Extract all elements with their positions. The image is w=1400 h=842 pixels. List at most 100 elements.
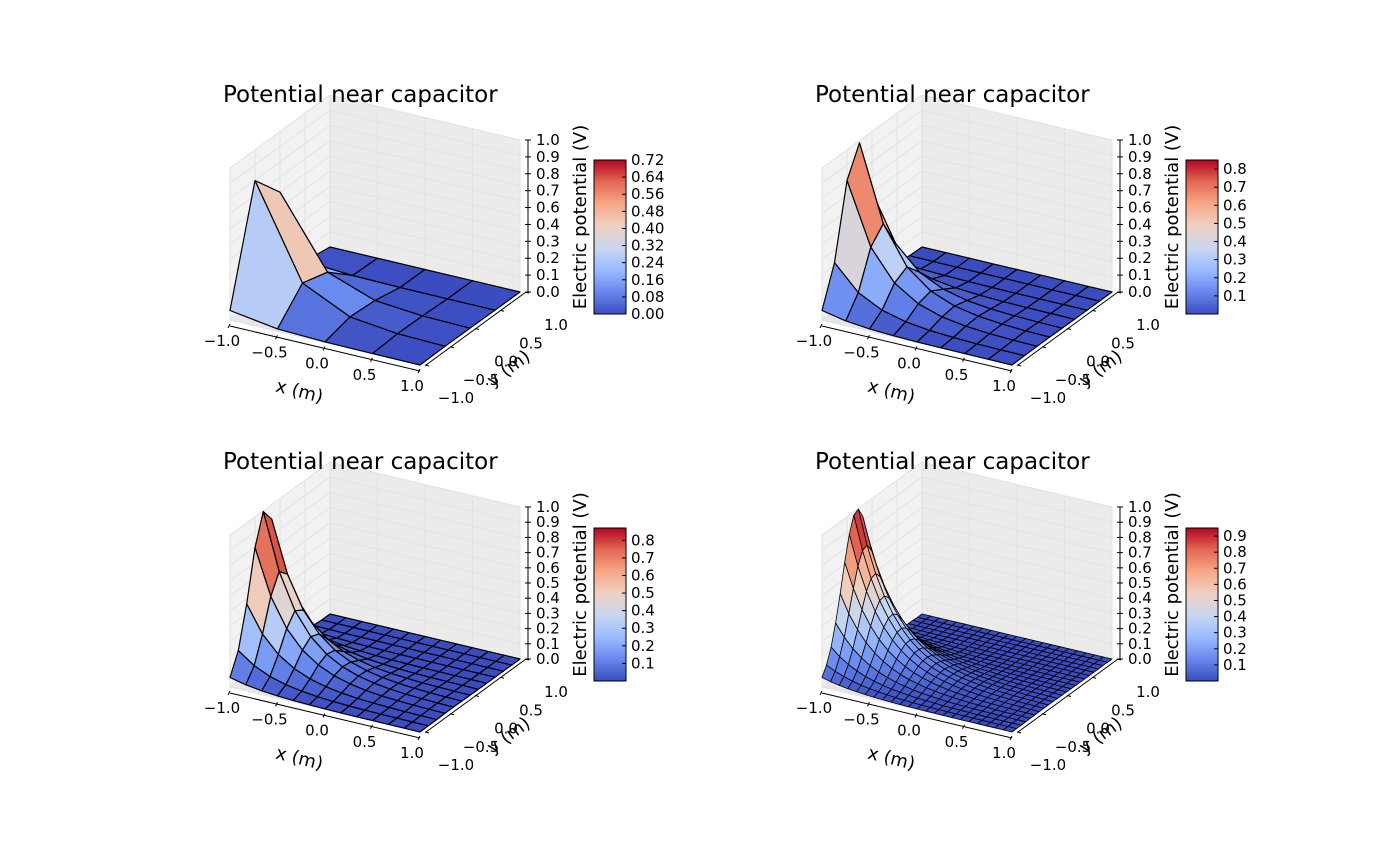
y-tick-label: −0.5 (463, 738, 499, 756)
subplot-4: −1.0−0.50.00.51.0−1.0−0.50.00.51.00.00.1… (796, 449, 1247, 775)
y-tick-mark (474, 695, 480, 697)
x-axis-line (821, 692, 1013, 739)
colorbar-tick-label: 0.40 (631, 219, 664, 237)
colorbar-tick-label: 0.5 (1223, 214, 1247, 232)
x-tick-label: −1.0 (204, 699, 240, 717)
x-tick-mark (914, 346, 918, 351)
x-tick-mark (819, 690, 823, 696)
colorbar-label: Electric potential (V) (570, 125, 591, 310)
z-tick-label: 0.7 (1128, 182, 1152, 200)
x-tick-mark (370, 724, 373, 729)
colorbar-tick-label: 0.1 (1223, 287, 1247, 305)
z-tick-label: 0.8 (536, 165, 560, 183)
z-tick-label: 0.4 (1128, 589, 1152, 607)
z-tick-label: 0.7 (536, 544, 560, 562)
chart-title: Potential near capacitor (223, 449, 498, 475)
colorbar-tick-label: 0.32 (631, 237, 664, 255)
z-tick-label: 0.0 (1128, 650, 1152, 668)
colorbar-tick-label: 0.16 (631, 271, 664, 289)
y-tick-label: −1.0 (438, 756, 474, 774)
x-axis-label: x (m) (866, 743, 918, 775)
x-tick-label: 1.0 (400, 377, 424, 395)
colorbar-tick-label: 0.5 (1223, 591, 1247, 609)
colorbar-tick-label: 0.7 (1223, 178, 1247, 196)
colorbar-gradient (593, 159, 627, 315)
x-tick-mark (867, 335, 870, 340)
surface (821, 508, 1113, 733)
z-tick-label: 0.9 (536, 513, 560, 531)
x-tick-label: −0.5 (843, 343, 879, 361)
colorbar-tick-label: 0.24 (631, 254, 664, 272)
x-tick-mark (962, 724, 965, 729)
x-tick-mark (417, 735, 421, 741)
colorbar-tick-label: 0.64 (631, 168, 664, 186)
x-axis-label: x (m) (274, 743, 326, 775)
z-tick-label: 0.2 (536, 249, 560, 267)
colorbar-tick-label: 0.8 (1223, 160, 1247, 178)
colorbar-tick-label: 0.4 (1223, 233, 1247, 251)
z-tick-label: 0.0 (536, 283, 560, 301)
y-tick-mark (424, 731, 430, 734)
x-tick-label: −1.0 (796, 332, 832, 350)
surface-patch (1003, 726, 1017, 733)
y-tick-label: 0.0 (494, 353, 518, 371)
y-tick-label: −1.0 (438, 389, 474, 407)
x-tick-mark (417, 368, 421, 374)
colorbar-tick-label: 0.3 (1223, 624, 1247, 642)
z-tick-label: 0.8 (1128, 165, 1152, 183)
x-tick-label: 1.0 (992, 377, 1016, 395)
z-tick-label: 0.4 (536, 215, 560, 233)
z-tick-label: 0.5 (536, 574, 560, 592)
z-tick-label: 0.1 (1128, 266, 1152, 284)
z-tick-label: 1.0 (1128, 498, 1152, 516)
z-tick-label: 1.0 (536, 498, 560, 516)
surface-patch (987, 349, 1026, 366)
colorbar-tick-label: 0.6 (1223, 196, 1247, 214)
z-tick-label: 1.0 (1128, 131, 1152, 149)
x-tick-mark (370, 357, 373, 362)
z-tick-label: 0.7 (1128, 544, 1152, 562)
y-tick-mark (424, 364, 430, 367)
colorbar-tick-label: 0.9 (1223, 527, 1247, 545)
z-tick-label: 0.4 (1128, 215, 1152, 233)
colorbar-label: Electric potential (V) (1162, 125, 1183, 310)
x-tick-mark (227, 690, 231, 696)
colorbar: 0.10.20.30.40.50.60.70.8 Electric potenti… (570, 492, 655, 682)
y-tick-mark (1041, 713, 1047, 716)
colorbar-gradient (1185, 159, 1219, 315)
x-tick-label: 0.5 (945, 733, 969, 751)
y-tick-mark (499, 309, 505, 312)
x-tick-label: 1.0 (992, 744, 1016, 762)
z-tick-label: 0.8 (1128, 528, 1152, 546)
z-tick-label: 0.6 (1128, 559, 1152, 577)
y-tick-label: 0.0 (494, 720, 518, 738)
colorbar-tick-label: 0.6 (1223, 575, 1247, 593)
z-tick-label: 0.8 (536, 528, 560, 546)
x-tick-label: 0.5 (353, 366, 377, 384)
colorbar-tick-label: 0.8 (631, 531, 655, 549)
x-tick-mark (819, 323, 823, 329)
z-tick-label: 0.1 (536, 635, 560, 653)
colorbar-tick-label: 0.7 (1223, 559, 1247, 577)
z-tick-label: 0.7 (536, 182, 560, 200)
colorbar-tick-label: 0.1 (631, 654, 655, 672)
x-tick-label: −1.0 (796, 699, 832, 717)
x-axis-label: x (m) (274, 376, 326, 408)
y-tick-label: 0.0 (1086, 353, 1110, 371)
x-tick-label: 0.5 (353, 733, 377, 751)
x-tick-label: −0.5 (251, 710, 287, 728)
x-tick-label: 0.0 (305, 722, 329, 740)
y-tick-mark (1066, 328, 1072, 330)
y-tick-mark (1091, 309, 1097, 312)
y-tick-label: 1.0 (544, 683, 568, 701)
z-tick-label: 0.3 (1128, 232, 1152, 250)
z-tick-label: 0.0 (536, 650, 560, 668)
colorbar-tick-label: 0.4 (1223, 608, 1247, 626)
z-tick-label: 0.1 (536, 266, 560, 284)
x-tick-mark (914, 713, 918, 718)
x-tick-mark (275, 335, 278, 340)
x-tick-label: −1.0 (204, 332, 240, 350)
x-tick-label: −0.5 (251, 343, 287, 361)
z-tick-label: 0.2 (536, 620, 560, 638)
z-tick-label: 0.2 (1128, 620, 1152, 638)
